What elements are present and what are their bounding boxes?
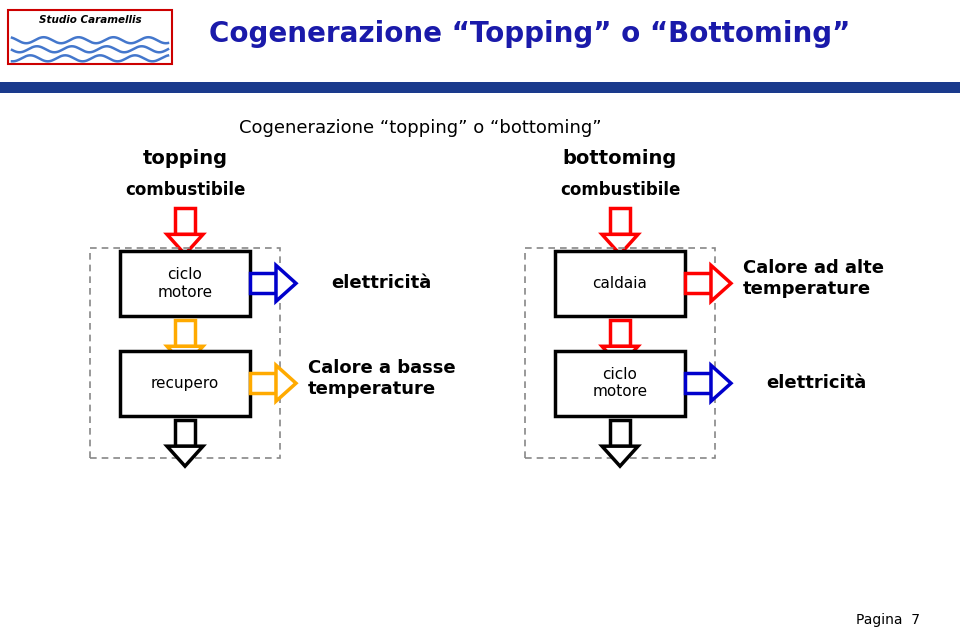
- Bar: [90, 248, 280, 458]
- FancyBboxPatch shape: [8, 10, 172, 64]
- Text: bottoming: bottoming: [563, 149, 677, 168]
- Bar: [525, 248, 715, 458]
- Polygon shape: [167, 446, 203, 466]
- Polygon shape: [711, 265, 731, 301]
- Polygon shape: [167, 346, 203, 366]
- Polygon shape: [175, 209, 195, 234]
- Text: Calore ad alte
temperature: Calore ad alte temperature: [743, 259, 884, 298]
- Polygon shape: [167, 234, 203, 255]
- Text: Calore a basse
temperature: Calore a basse temperature: [308, 359, 456, 397]
- Polygon shape: [610, 320, 630, 346]
- Text: caldaia: caldaia: [592, 276, 647, 291]
- Polygon shape: [602, 234, 638, 255]
- Text: ciclo
motore: ciclo motore: [592, 367, 648, 399]
- Text: combustibile: combustibile: [560, 181, 681, 200]
- Polygon shape: [610, 209, 630, 234]
- FancyBboxPatch shape: [120, 251, 250, 316]
- Text: recupero: recupero: [151, 376, 219, 390]
- Text: Studio Caramellis: Studio Caramellis: [38, 15, 141, 25]
- Text: combustibile: combustibile: [125, 181, 245, 200]
- Text: Cogenerazione “Topping” o “Bottoming”: Cogenerazione “Topping” o “Bottoming”: [209, 20, 851, 48]
- Polygon shape: [602, 446, 638, 466]
- Text: topping: topping: [142, 149, 228, 168]
- Polygon shape: [175, 420, 195, 446]
- FancyBboxPatch shape: [555, 251, 685, 316]
- Polygon shape: [685, 273, 711, 293]
- Polygon shape: [602, 346, 638, 366]
- Polygon shape: [276, 365, 296, 401]
- Text: elettricità: elettricità: [766, 375, 866, 392]
- Text: elettricità: elettricità: [331, 274, 431, 292]
- Polygon shape: [175, 320, 195, 346]
- Polygon shape: [685, 373, 711, 393]
- Bar: [0, 82, 960, 93]
- Text: Cogenerazione “topping” o “bottoming”: Cogenerazione “topping” o “bottoming”: [239, 119, 601, 137]
- FancyBboxPatch shape: [555, 351, 685, 416]
- Text: ciclo
motore: ciclo motore: [157, 267, 212, 299]
- Polygon shape: [250, 373, 276, 393]
- Polygon shape: [276, 265, 296, 301]
- Polygon shape: [610, 420, 630, 446]
- Text: Pagina  7: Pagina 7: [856, 613, 920, 627]
- Polygon shape: [711, 365, 731, 401]
- Polygon shape: [250, 273, 276, 293]
- FancyBboxPatch shape: [120, 351, 250, 416]
